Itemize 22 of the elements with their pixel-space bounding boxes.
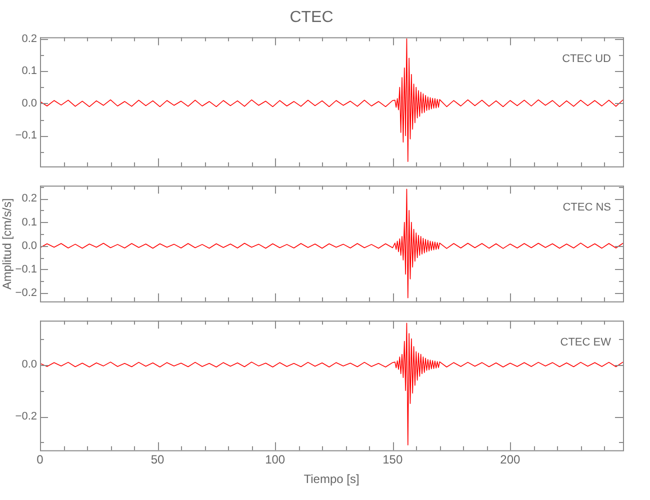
y-tick-label: −0.1: [15, 130, 37, 142]
chart-title: CTEC: [290, 9, 334, 26]
annotation: CTEC NS: [562, 202, 611, 214]
annotation: CTEC EW: [560, 336, 612, 349]
x-tick-label: 100: [265, 452, 286, 467]
y-tick-label: 0.0: [22, 358, 37, 371]
y-tick-label: 0.1: [22, 216, 37, 228]
y-tick-label: −0.2: [15, 287, 37, 300]
y-axis-title: Amplitud [cm/s/s]: [0, 198, 14, 290]
x-tick-label: 200: [500, 452, 520, 467]
x-tick-label: 50: [150, 452, 165, 467]
y-tick-label: 0.0: [22, 240, 37, 252]
x-tick-label: 150: [382, 452, 403, 467]
x-axis-title: Tiempo [s]: [304, 472, 360, 486]
x-tick-label: 0: [36, 452, 44, 467]
y-tick-label: 0.0: [22, 97, 37, 110]
y-tick-label: −0.2: [15, 410, 37, 423]
y-tick-label: −0.1: [15, 264, 37, 276]
y-tick-label: 0.1: [22, 65, 37, 78]
y-tick-label: 0.2: [22, 192, 37, 205]
y-tick-label: 0.2: [22, 32, 37, 45]
annotation: CTEC UD: [562, 53, 612, 66]
